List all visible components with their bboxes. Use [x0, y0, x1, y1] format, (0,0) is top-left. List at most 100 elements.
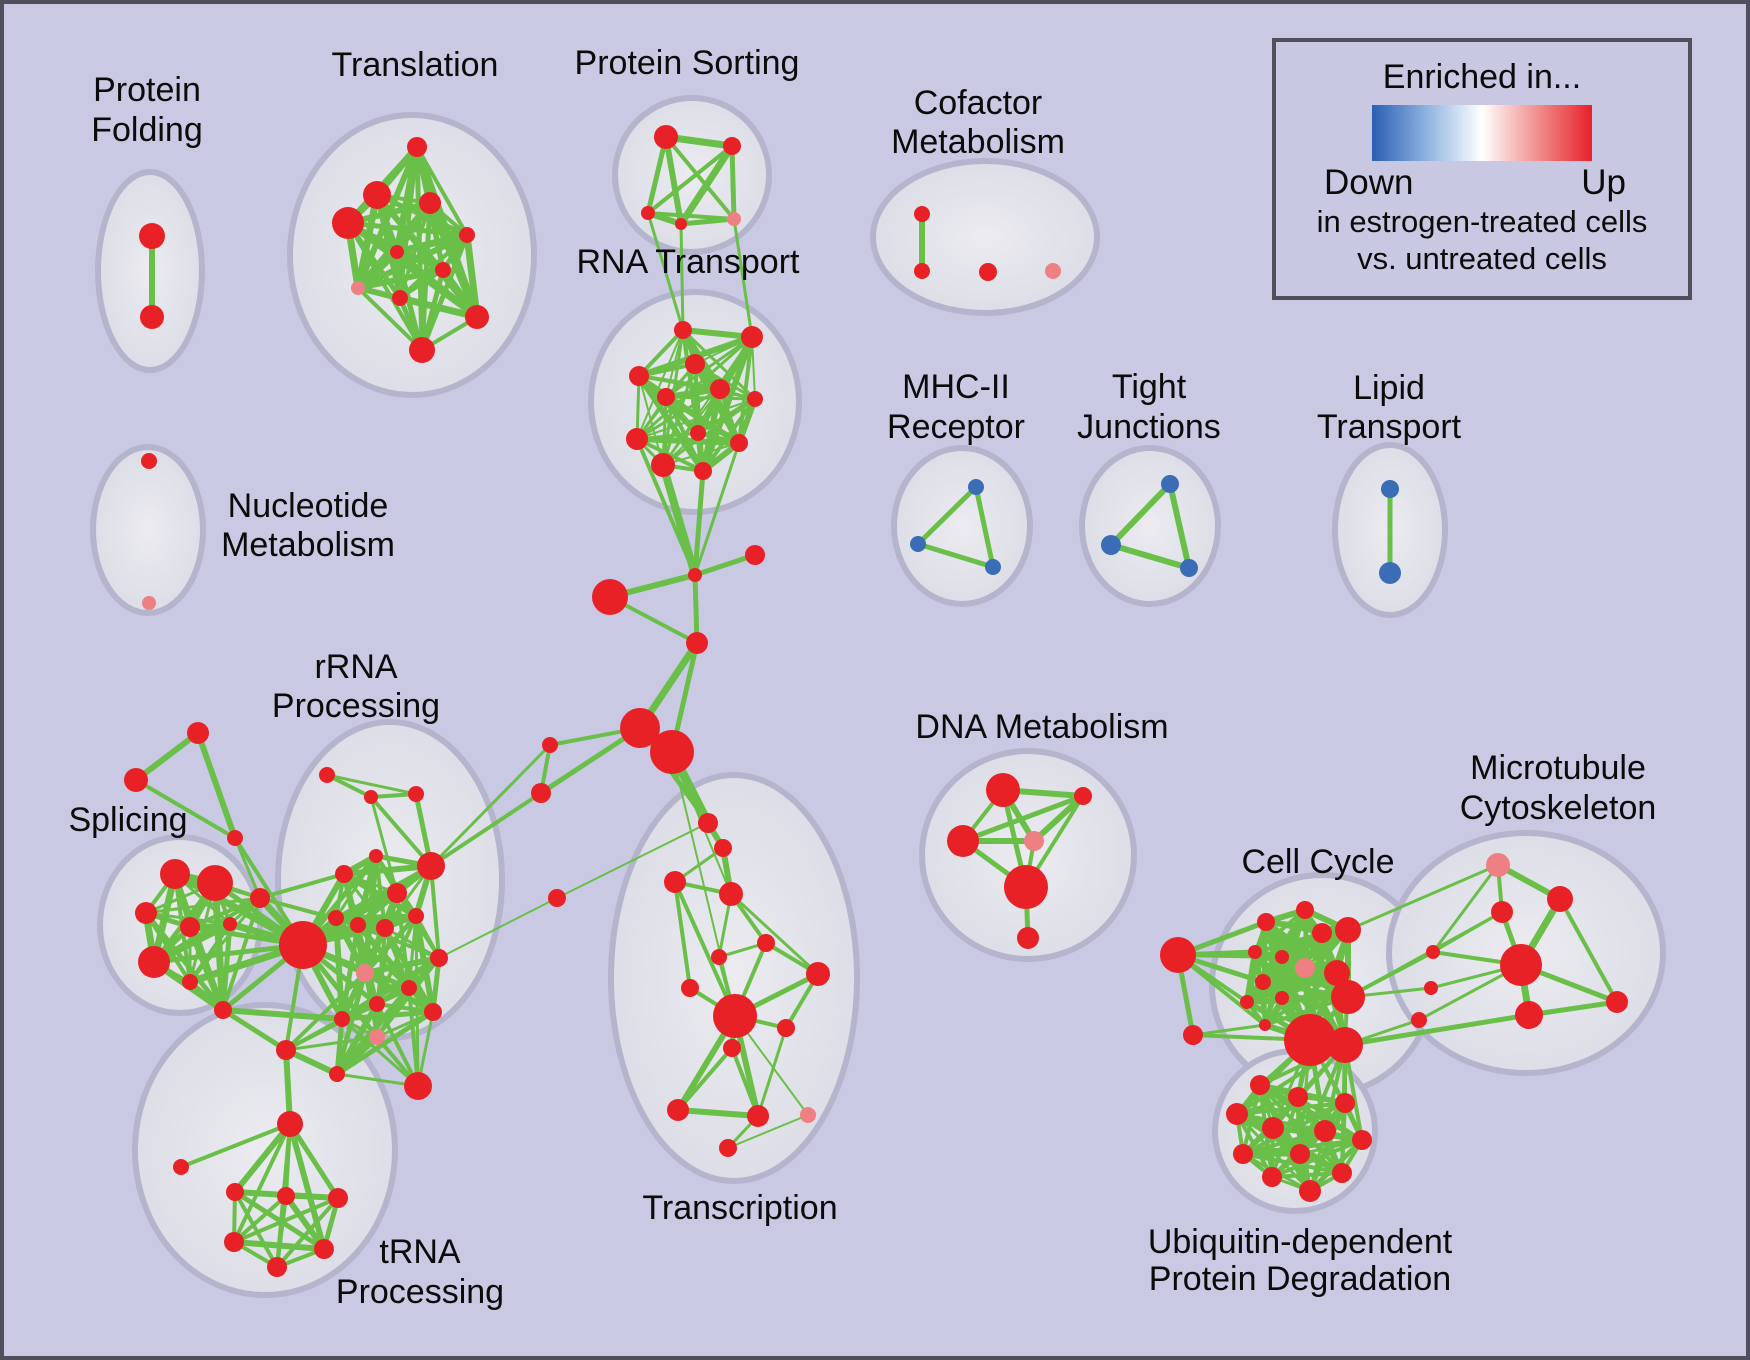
node-m1[interactable] [548, 889, 566, 907]
node-c2[interactable] [745, 545, 765, 565]
node-r12[interactable] [376, 919, 394, 937]
node-tr3[interactable] [664, 871, 686, 893]
node-cc1[interactable] [1257, 913, 1275, 931]
node-s5[interactable] [314, 1239, 334, 1259]
node-tr7[interactable] [806, 962, 830, 986]
node-t2[interactable] [363, 181, 391, 209]
node-cf4[interactable] [1045, 263, 1061, 279]
node-d3[interactable] [947, 825, 979, 857]
node-t4[interactable] [332, 207, 364, 239]
node-t6[interactable] [390, 245, 404, 259]
node-d6[interactable] [1017, 927, 1039, 949]
node-sp1[interactable] [160, 859, 190, 889]
node-r11[interactable] [350, 917, 366, 933]
node-u3[interactable] [1335, 1093, 1355, 1113]
node-sp4[interactable] [180, 917, 200, 937]
node-trH[interactable] [713, 994, 757, 1038]
node-mt3[interactable] [1515, 1001, 1543, 1029]
node-mh2[interactable] [910, 536, 926, 552]
node-t1[interactable] [407, 137, 427, 157]
node-mt4[interactable] [1606, 991, 1628, 1013]
node-x2[interactable] [124, 768, 148, 792]
node-u4[interactable] [1226, 1103, 1248, 1125]
node-cc2[interactable] [1296, 901, 1314, 919]
node-tj2[interactable] [1101, 535, 1121, 555]
node-s3[interactable] [328, 1188, 348, 1208]
node-nm1[interactable] [141, 453, 157, 469]
node-r17[interactable] [424, 1003, 442, 1021]
node-d4[interactable] [1024, 831, 1044, 851]
node-r14[interactable] [430, 949, 448, 967]
node-cf2[interactable] [914, 263, 930, 279]
node-tr4[interactable] [719, 882, 743, 906]
node-r13[interactable] [408, 908, 424, 924]
node-cc6[interactable] [1275, 950, 1289, 964]
node-mt1[interactable] [1547, 886, 1573, 912]
node-u6[interactable] [1314, 1120, 1336, 1142]
node-L1[interactable] [542, 737, 558, 753]
node-t10[interactable] [465, 305, 489, 329]
node-u12[interactable] [1332, 1163, 1352, 1183]
node-t8[interactable] [351, 281, 365, 295]
node-tr2[interactable] [714, 839, 732, 857]
node-tr8[interactable] [681, 979, 699, 997]
node-cc7[interactable] [1295, 958, 1315, 978]
node-rt6[interactable] [710, 379, 730, 399]
node-cf3[interactable] [979, 263, 997, 281]
node-h2[interactable] [650, 730, 694, 774]
node-d5[interactable] [1004, 865, 1048, 909]
node-tr1[interactable] [698, 813, 718, 833]
node-mh1[interactable] [968, 479, 984, 495]
node-c4[interactable] [686, 632, 708, 654]
node-br[interactable] [404, 1072, 432, 1100]
node-tj3[interactable] [1180, 559, 1198, 577]
node-k2[interactable] [1424, 981, 1438, 995]
node-tr9[interactable] [777, 1019, 795, 1037]
node-r1[interactable] [319, 767, 335, 783]
node-r6[interactable] [387, 883, 407, 903]
node-c1[interactable] [688, 568, 702, 582]
node-u1[interactable] [1250, 1075, 1270, 1095]
node-bl[interactable] [276, 1040, 296, 1060]
node-sp8[interactable] [214, 1001, 232, 1019]
node-mt2[interactable] [1491, 901, 1513, 923]
node-tr6[interactable] [711, 949, 727, 965]
node-cc4[interactable] [1335, 917, 1361, 943]
node-ccL[interactable] [1160, 937, 1196, 973]
node-sp6[interactable] [138, 946, 170, 978]
node-u2[interactable] [1288, 1087, 1308, 1107]
node-s6[interactable] [267, 1257, 287, 1277]
node-u10[interactable] [1262, 1167, 1282, 1187]
node-ps1[interactable] [654, 125, 678, 149]
node-u7[interactable] [1352, 1130, 1372, 1150]
node-tj1[interactable] [1161, 475, 1179, 493]
node-cb2[interactable] [1327, 1027, 1363, 1063]
node-cc9[interactable] [1255, 974, 1271, 990]
node-t9[interactable] [392, 290, 408, 306]
node-tr14[interactable] [719, 1139, 737, 1157]
node-r10[interactable] [328, 910, 344, 926]
node-H[interactable] [279, 921, 327, 969]
node-mp[interactable] [1486, 853, 1510, 877]
node-tr11[interactable] [667, 1099, 689, 1121]
node-th[interactable] [277, 1111, 303, 1137]
node-k3[interactable] [1411, 1012, 1427, 1028]
node-cc12[interactable] [1331, 980, 1365, 1014]
node-r19[interactable] [334, 1011, 350, 1027]
node-r15[interactable] [356, 964, 374, 982]
node-x3[interactable] [227, 830, 243, 846]
node-cb1[interactable] [1284, 1014, 1336, 1066]
node-r4[interactable] [369, 849, 383, 863]
node-sp7[interactable] [182, 974, 198, 990]
node-mtB[interactable] [1500, 944, 1542, 986]
node-sp9[interactable] [250, 888, 270, 908]
node-nm2[interactable] [142, 596, 156, 610]
node-d1[interactable] [986, 773, 1020, 807]
node-u8[interactable] [1233, 1144, 1253, 1164]
node-pf2[interactable] [140, 305, 164, 329]
node-rt4[interactable] [629, 366, 649, 386]
node-ps3[interactable] [641, 206, 655, 220]
node-t11[interactable] [409, 337, 435, 363]
node-h1[interactable] [620, 708, 660, 748]
node-rt5[interactable] [657, 388, 675, 406]
